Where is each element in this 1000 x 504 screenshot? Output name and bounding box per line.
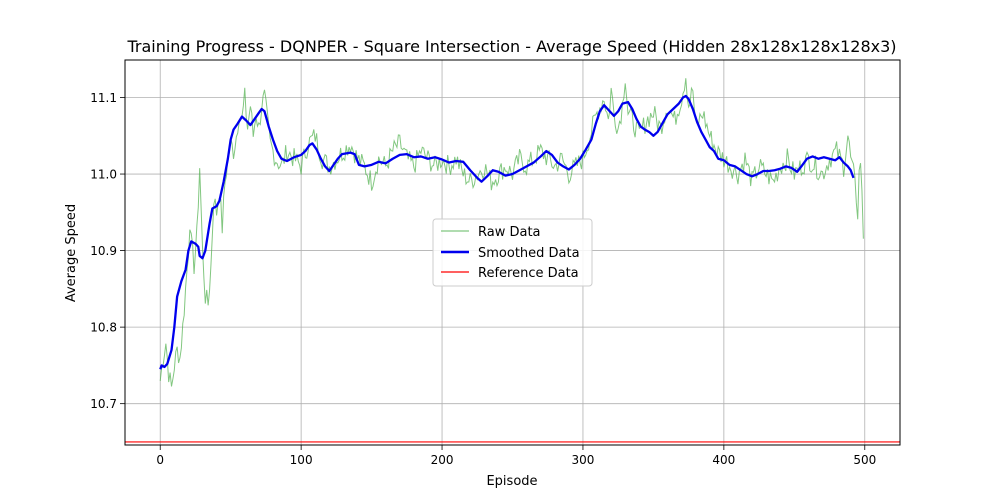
y-tick-label: 11.1 bbox=[90, 91, 117, 105]
x-tick-label: 300 bbox=[572, 453, 595, 467]
x-tick-label: 0 bbox=[156, 453, 164, 467]
chart-title: Training Progress - DQNPER - Square Inte… bbox=[126, 37, 896, 56]
legend-smoothed-label: Smoothed Data bbox=[478, 246, 580, 261]
x-tick-label: 200 bbox=[431, 453, 454, 467]
legend-raw-label: Raw Data bbox=[478, 225, 541, 240]
y-tick-label: 10.9 bbox=[90, 244, 117, 258]
series-layer bbox=[125, 78, 900, 443]
y-axis-label: Average Speed bbox=[64, 204, 79, 302]
y-tick-label: 10.7 bbox=[90, 397, 117, 411]
raw-data-line bbox=[159, 78, 864, 387]
x-tick-label: 500 bbox=[853, 453, 876, 467]
legend: Raw Data Smoothed Data Reference Data bbox=[432, 218, 593, 287]
tick-layer: 0 100 200 300 400 500 10.7 10.8 10.9 11.0 11.1 bbox=[90, 91, 876, 467]
legend-reference-label: Reference Data bbox=[478, 266, 579, 281]
x-tick-label: 100 bbox=[290, 453, 313, 467]
x-axis-label: Episode bbox=[486, 474, 537, 489]
y-tick-label: 11.0 bbox=[90, 168, 117, 182]
smoothed-data-line bbox=[159, 94, 855, 370]
plot-frame bbox=[124, 59, 901, 446]
y-tick-label: 10.8 bbox=[90, 321, 117, 335]
legend-box bbox=[432, 218, 593, 287]
x-tick-label: 400 bbox=[712, 453, 735, 467]
